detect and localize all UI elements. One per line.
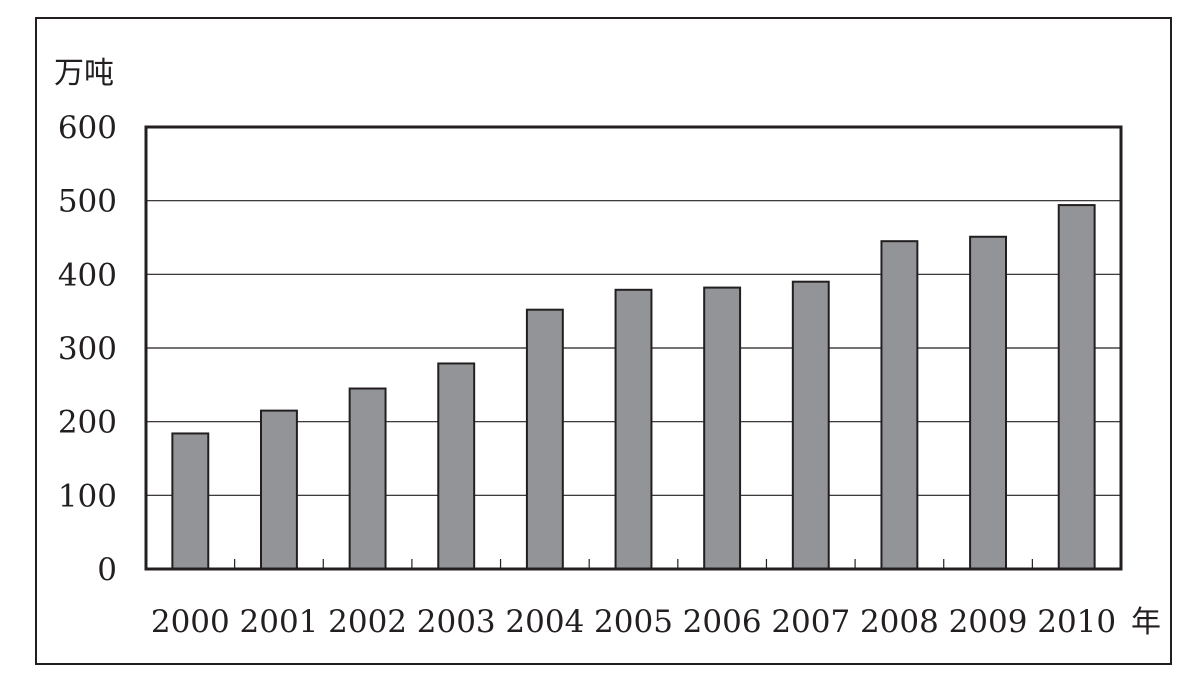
bar-2009 (969, 235, 1007, 570)
bar-2002 (348, 387, 387, 570)
y-tick-label-300: 300 (58, 331, 117, 367)
x-tick-label-2006: 2006 (683, 604, 762, 640)
y-tick-label-400: 400 (58, 257, 117, 293)
bar-2000 (171, 432, 210, 570)
x-tick-label-2007: 2007 (771, 604, 850, 640)
y-axis-tick-labels: 0 100 200 300 400 500 600 (58, 110, 117, 588)
bar-2005 (614, 288, 653, 570)
y-tick-label-200: 200 (58, 405, 117, 441)
x-tick-label-2005: 2005 (594, 604, 673, 640)
x-tick-label-2008: 2008 (860, 604, 939, 640)
bar-2004 (525, 308, 564, 570)
y-tick-label-600: 600 (58, 110, 117, 146)
x-tick-label-2000: 2000 (151, 604, 230, 640)
x-axis-unit-label: 年 (1131, 605, 1161, 640)
x-tick-label-2003: 2003 (417, 604, 496, 640)
y-tick-label-100: 100 (58, 478, 117, 514)
bars (171, 204, 1096, 571)
bar-2003 (437, 362, 476, 570)
bar-2007 (791, 280, 830, 570)
x-tick-label-2002: 2002 (328, 604, 407, 640)
x-tick-label-2010: 2010 (1037, 604, 1116, 640)
y-tick-label-500: 500 (58, 184, 117, 220)
plot-area-border (144, 125, 1123, 571)
x-axis-tick-labels: 2000 2001 2002 2003 2004 2005 2006 2007 2008 2009… (151, 604, 1116, 640)
bar-2008 (880, 240, 919, 571)
x-tick-label-2001: 2001 (240, 604, 319, 640)
bar-2010 (1057, 204, 1096, 570)
bar-2001 (260, 409, 298, 570)
x-tick-label-2004: 2004 (505, 604, 584, 640)
x-axis-ticks (234, 559, 1033, 569)
bar-2006 (703, 286, 742, 570)
x-tick-label-2009: 2009 (949, 604, 1028, 640)
y-axis-unit-label: 万吨 (54, 56, 114, 91)
y-tick-label-0: 0 (97, 552, 117, 588)
